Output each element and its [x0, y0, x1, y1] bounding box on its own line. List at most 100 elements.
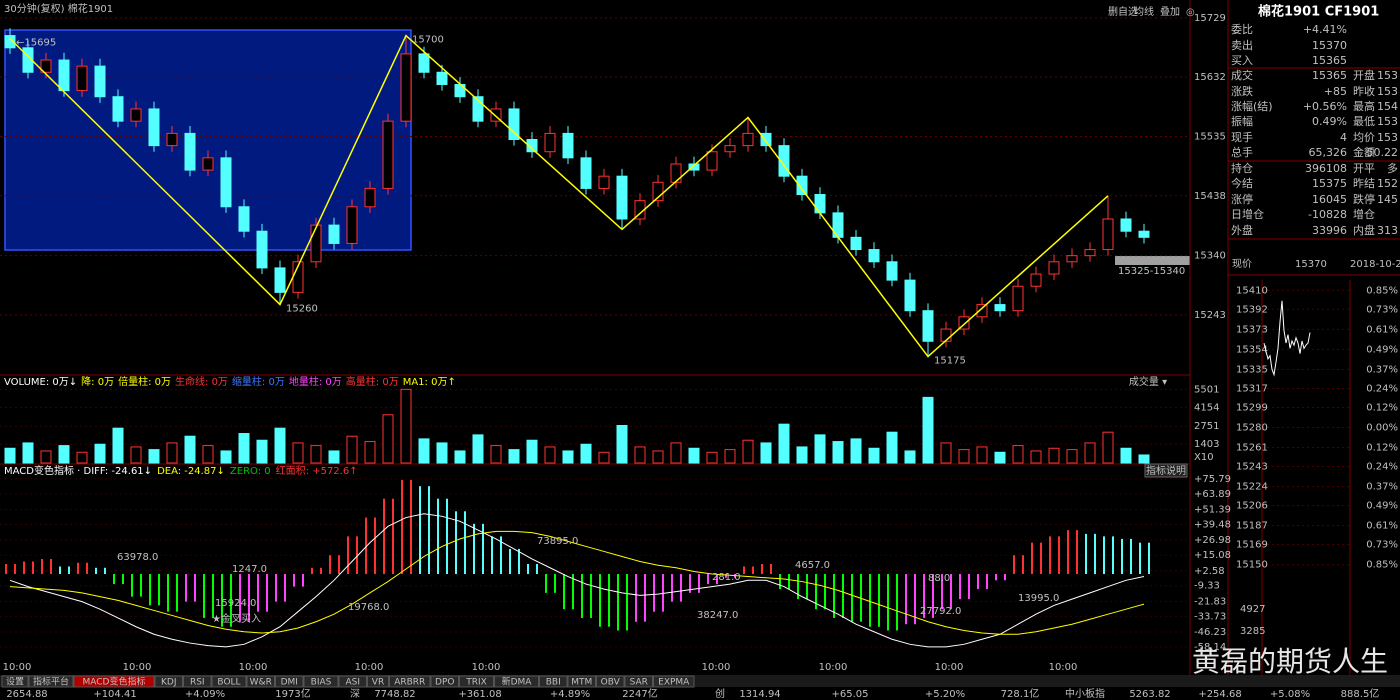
y-tick-label: 15243 [1194, 310, 1226, 321]
volume-unit: X10 [1194, 452, 1214, 463]
macd-annotation: 1247.0 [232, 564, 267, 575]
header-button[interactable]: 删自选 [1108, 5, 1138, 18]
volume-bar [544, 446, 556, 464]
header-button[interactable]: ◎ [1186, 7, 1195, 18]
tab[interactable] [653, 675, 695, 688]
tab[interactable] [338, 675, 367, 688]
tab-label[interactable]: TRIX [465, 678, 487, 688]
tab[interactable] [389, 675, 431, 688]
volume-bar [166, 442, 178, 464]
tab[interactable] [367, 675, 389, 688]
tab[interactable] [154, 675, 183, 688]
candle-body [148, 108, 160, 147]
volume-bar [814, 434, 826, 464]
candle-body [508, 108, 520, 141]
tab[interactable] [567, 675, 596, 688]
candle-body [526, 139, 538, 153]
candle-body [850, 236, 862, 251]
tab-label[interactable]: VR [372, 678, 384, 688]
tab[interactable] [246, 675, 275, 688]
tab-label[interactable]: ASI [345, 678, 360, 688]
pct-label: 0.12% [1366, 402, 1398, 413]
y-tick-label: 15224 [1236, 482, 1268, 493]
tab[interactable] [303, 675, 339, 688]
help-button-frame[interactable] [1144, 463, 1188, 478]
volume-bar [292, 442, 304, 464]
tab-label[interactable]: OBV [601, 678, 621, 688]
candle-body [166, 132, 178, 147]
status-item: 728.1亿 [1001, 687, 1040, 700]
tab-label[interactable]: 指标平台 [33, 676, 69, 688]
tab[interactable] [73, 675, 155, 688]
candle-body [58, 59, 70, 92]
legend-item: 地量柱: 0万 [289, 375, 342, 388]
volume-bar [76, 451, 88, 464]
volume-bar [1012, 445, 1024, 464]
tab-label[interactable]: BBI [546, 678, 561, 688]
legend-item: 缩量柱: 0万 [232, 375, 285, 388]
tab[interactable] [275, 675, 304, 688]
quote-label: 买入 [1231, 54, 1253, 67]
tab-label[interactable]: 设置 [6, 677, 24, 688]
volume-bar [760, 442, 772, 464]
y-tick-label: -58.14 [1194, 642, 1226, 653]
tab-label[interactable]: BOLL [217, 678, 240, 688]
pct-label: 0.61% [1366, 521, 1398, 532]
legend-item: 倍量柱: 0万 [118, 375, 171, 388]
tab-label[interactable]: DPO [435, 678, 454, 688]
quote-label: 振幅 [1231, 114, 1253, 128]
tab-label[interactable]: KDJ [161, 678, 177, 688]
candle-body [382, 120, 394, 189]
tab[interactable] [539, 675, 568, 688]
tab[interactable] [494, 675, 539, 688]
candle-body [1012, 285, 1024, 312]
volume-bar [364, 441, 376, 464]
header-button[interactable]: 均线 [1134, 5, 1154, 18]
tab-label[interactable]: W&R [250, 678, 272, 688]
status-item: +4.09% [185, 689, 225, 700]
tab-label[interactable]: DMI [281, 678, 298, 688]
tab[interactable] [28, 675, 74, 688]
candle-body [1084, 249, 1096, 257]
candle-body [94, 65, 106, 98]
tab[interactable] [596, 675, 625, 688]
tab-label[interactable]: BIAS [311, 678, 332, 688]
y-tick-label: 15392 [1236, 304, 1268, 315]
volume-bar [1066, 449, 1078, 464]
status-item: +254.68 [1198, 689, 1241, 700]
tab-label[interactable]: RSI [190, 678, 205, 688]
tab-label[interactable]: SAR [630, 678, 648, 688]
tab-label[interactable]: ARBRR [394, 678, 425, 688]
tab-label[interactable]: 新DMA [502, 676, 533, 688]
pct-label: 0.85% [1366, 285, 1398, 296]
tab[interactable] [183, 675, 212, 688]
y-tick-label: 15438 [1194, 191, 1226, 202]
status-item: 888.5亿 [1341, 687, 1380, 700]
tab-label[interactable]: MTM [571, 678, 592, 688]
candle-body [1048, 261, 1060, 275]
tab[interactable] [624, 675, 653, 688]
volume-bar [508, 449, 520, 464]
help-button[interactable]: 指标说明 [1146, 464, 1186, 477]
quote-value: +85 [1324, 85, 1347, 98]
header-button[interactable]: 叠加 [1160, 6, 1180, 18]
tab[interactable] [1, 675, 29, 688]
macd-annotation: 19768.0 [348, 602, 389, 613]
candle-body [1030, 273, 1042, 287]
pct-label: 0.37% [1366, 482, 1398, 493]
tab-label[interactable]: EXPMA [658, 678, 690, 688]
tab-label[interactable]: MACD变色指标 [83, 676, 146, 688]
candle-body [958, 316, 970, 330]
tab[interactable] [430, 675, 459, 688]
candle-body [688, 163, 700, 171]
quote-value: -10828 [1308, 208, 1347, 221]
volume-dropdown[interactable]: 成交量 ▾ [1129, 375, 1167, 388]
y-tick-label: 15340 [1194, 251, 1226, 262]
quote-label: 内盘 [1353, 223, 1375, 237]
quote-label: 开盘 [1353, 68, 1375, 82]
quote-value: 4 [1340, 131, 1347, 144]
tab[interactable] [211, 675, 247, 688]
tab[interactable] [459, 675, 494, 688]
candle-body [976, 304, 988, 318]
